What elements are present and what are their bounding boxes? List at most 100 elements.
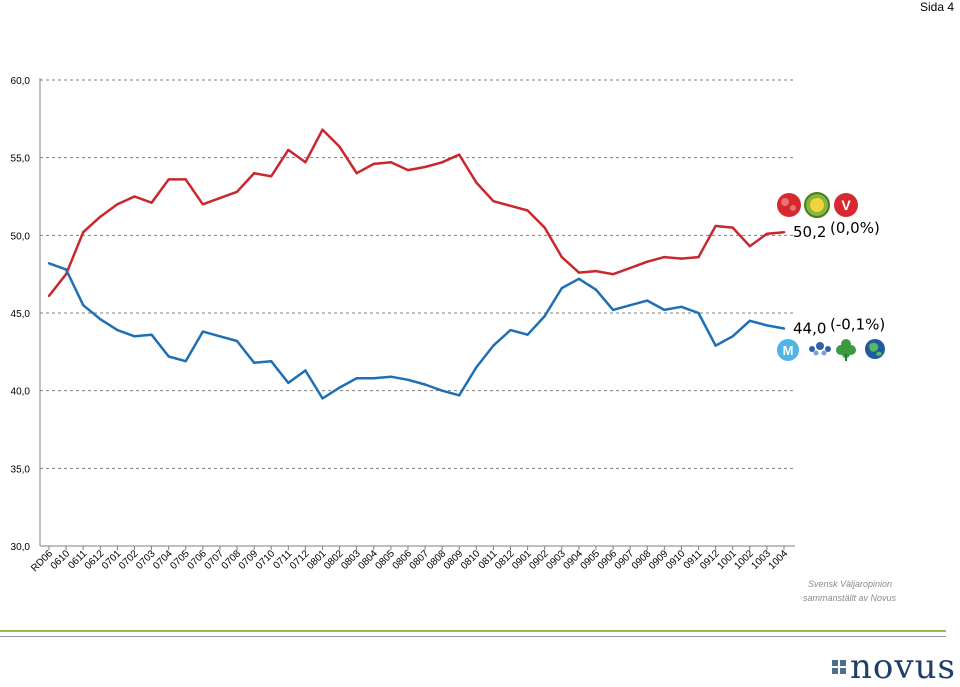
y-axis: 30,0 35,0 40,0 45,0 50,0 55,0 60,0 — [11, 76, 41, 553]
y-tick-label: 50,0 — [11, 231, 31, 242]
data-point — [150, 201, 153, 204]
data-point — [475, 181, 478, 184]
data-point — [440, 389, 444, 392]
data-point — [423, 165, 427, 169]
data-point — [338, 386, 341, 389]
data-point — [577, 277, 581, 281]
data-point — [611, 272, 615, 276]
data-point — [714, 224, 717, 228]
data-point — [560, 286, 563, 290]
data-point — [594, 269, 598, 273]
data-point — [458, 153, 461, 156]
series-line-0 — [48, 128, 785, 297]
data-point — [389, 161, 393, 164]
data-point — [492, 199, 495, 203]
data-point — [475, 366, 478, 369]
data-point — [150, 333, 153, 336]
data-point — [321, 397, 324, 400]
y-tick-label: 30,0 — [11, 542, 31, 553]
m-logo: M — [777, 339, 799, 361]
data-point — [372, 377, 375, 380]
y-tick-label: 45,0 — [11, 309, 31, 320]
data-point — [235, 339, 239, 343]
page-label: Sida 4 — [919, 0, 954, 14]
data-point — [167, 355, 170, 358]
data-point — [116, 328, 119, 332]
source-credit: Svensk Väljaropinion sammanställt av Nov… — [803, 579, 897, 603]
data-point — [184, 178, 187, 181]
data-point — [731, 226, 734, 229]
end-change-label: (-0,1%) — [830, 316, 885, 334]
footer-rule-gray — [0, 636, 946, 637]
end-value-label: 50,2 — [793, 223, 826, 241]
x-axis: RD06061006110612070107020703070407050706… — [29, 545, 795, 574]
data-point — [133, 335, 136, 338]
credit-line-1: Svensk Väljaropinion — [808, 579, 892, 589]
data-point — [509, 328, 512, 332]
data-point — [628, 266, 632, 270]
end-value-label: 44,0 — [793, 320, 826, 338]
novus-logo: novus — [832, 650, 956, 684]
data-point — [680, 305, 683, 308]
data-point — [697, 311, 700, 315]
data-point — [287, 148, 290, 152]
data-point — [47, 262, 51, 265]
data-point — [338, 145, 341, 148]
data-point — [663, 308, 666, 312]
data-point — [355, 377, 358, 380]
data-point — [782, 231, 786, 234]
data-point — [218, 196, 222, 200]
footer-rule-green — [0, 630, 946, 632]
data-point — [680, 257, 683, 260]
data-point — [406, 378, 410, 381]
data-point — [81, 304, 85, 307]
data-point — [406, 168, 410, 172]
data-point — [748, 319, 752, 322]
data-point — [81, 231, 85, 234]
y-tick-label: 40,0 — [11, 387, 31, 398]
credit-line-2: sammanställt av Novus — [803, 593, 897, 603]
data-point — [423, 383, 427, 386]
data-point — [543, 226, 546, 229]
data-point — [133, 195, 136, 198]
red-bloc-logos: V — [777, 192, 858, 218]
v-logo: V — [834, 193, 858, 217]
novus-wordmark: novus — [850, 647, 956, 687]
data-point — [765, 232, 769, 235]
data-point — [167, 178, 170, 181]
data-point — [201, 330, 205, 333]
x-tick-label: 1004 — [767, 548, 791, 572]
data-point — [201, 203, 205, 206]
data-point — [372, 162, 375, 166]
rose-logo — [777, 193, 801, 217]
clover-logo — [836, 339, 856, 361]
data-point — [663, 255, 666, 259]
line-chart: 30,0 35,0 40,0 45,0 50,0 55,0 60,0 RD060610061… — [11, 76, 897, 603]
data-point — [748, 245, 752, 248]
data-point — [270, 359, 273, 363]
data-point — [304, 161, 307, 164]
data-point — [270, 175, 273, 178]
data-point — [526, 209, 529, 212]
data-point — [509, 204, 512, 208]
data-point — [184, 359, 187, 363]
data-point — [628, 304, 632, 307]
data-point — [116, 203, 119, 206]
svg-text:M: M — [783, 343, 794, 358]
data-point — [64, 268, 68, 271]
blue-bloc-logos: M — [777, 339, 885, 361]
data-point — [252, 172, 256, 175]
data-point — [543, 314, 546, 318]
globe-logo — [865, 339, 885, 359]
data-point — [355, 172, 358, 175]
flower-logo — [809, 342, 831, 356]
data-point — [287, 381, 290, 385]
data-point — [458, 394, 461, 397]
svg-text:V: V — [841, 197, 851, 213]
data-point — [218, 335, 222, 338]
data-point — [646, 299, 649, 302]
y-tick-label: 60,0 — [11, 76, 31, 87]
data-point — [731, 335, 734, 338]
data-point — [252, 361, 256, 364]
data-point — [765, 324, 769, 327]
